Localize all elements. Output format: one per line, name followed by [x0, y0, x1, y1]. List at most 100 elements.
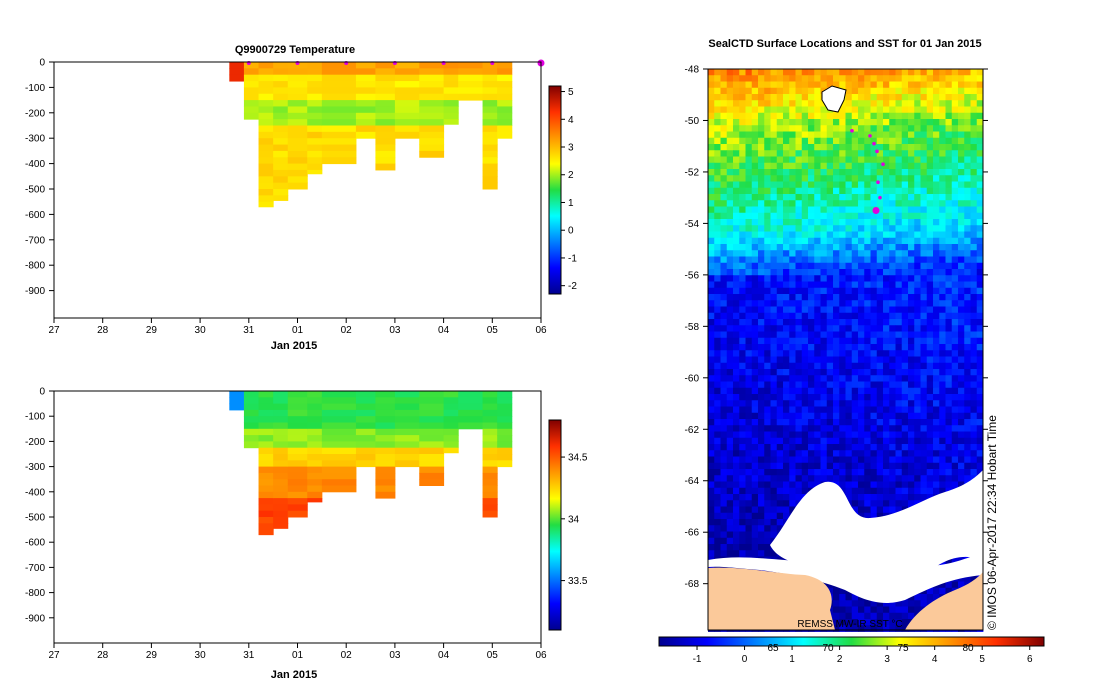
sst-cell: [751, 269, 759, 276]
sst-cell: [870, 619, 878, 626]
sst-cell: [876, 462, 884, 470]
temperature-cell: [258, 163, 274, 171]
sst-cell: [839, 112, 846, 120]
sst-cell: [864, 462, 871, 470]
sst-cell: [726, 281, 734, 289]
sst-cell: [745, 381, 753, 389]
temperature-cell: [287, 81, 308, 88]
sst-cell: [820, 169, 828, 176]
sst-cell: [783, 400, 790, 407]
sst-cell: [901, 256, 909, 264]
temperature-cell: [482, 106, 498, 114]
sst-cell: [958, 581, 965, 589]
sst-cell: [770, 125, 778, 132]
sst-cell: [826, 69, 834, 76]
sst-cell: [764, 244, 771, 251]
sst-cell: [770, 81, 778, 89]
sst-cell: [933, 69, 940, 76]
sst-cell: [808, 425, 815, 432]
sst-cell: [951, 81, 959, 89]
sst-cell: [876, 425, 884, 432]
temperature-cell: [394, 74, 420, 82]
sst-cell: [745, 200, 753, 207]
sst-cell: [739, 475, 746, 482]
salinity-cell: [482, 391, 498, 398]
sst-cell: [826, 337, 834, 345]
sst-cell: [876, 344, 884, 351]
sst-cell: [895, 206, 903, 214]
sst-cell: [739, 525, 746, 532]
temperature-cell: [307, 169, 323, 175]
sst-cell: [839, 125, 846, 132]
sst-cell: [901, 275, 909, 282]
sst-cell: [976, 469, 984, 476]
sst-cell: [726, 156, 734, 164]
sst-cell: [833, 431, 840, 439]
sst-cell: [826, 150, 834, 157]
sst-cell: [783, 162, 790, 170]
sst-cell: [908, 419, 915, 426]
temperature-cell: [307, 74, 323, 82]
sst-cell: [845, 87, 853, 95]
sst-cell: [826, 444, 834, 451]
sst-cell: [858, 250, 865, 257]
sst-cell: [958, 344, 965, 351]
sst-cell: [920, 444, 928, 451]
y-tick-label: -500: [25, 513, 45, 524]
sst-cell: [964, 306, 971, 314]
sst-cell: [939, 294, 946, 301]
sst-cell: [864, 294, 871, 301]
sst-cell: [951, 425, 959, 432]
sst-cell: [958, 137, 965, 145]
sst-cell: [739, 394, 746, 401]
sst-cell: [720, 200, 728, 207]
sst-cell: [739, 512, 746, 520]
sst-cell: [839, 450, 846, 457]
sst-cell: [908, 212, 915, 220]
sst-cell: [833, 394, 840, 401]
sst-cell: [876, 481, 884, 489]
sst-cell: [826, 437, 834, 445]
y-tick-label: -500: [25, 185, 45, 196]
sst-cell: [933, 394, 940, 401]
sst-cell: [889, 381, 896, 389]
sst-cell: [814, 356, 821, 364]
sst-cell: [845, 456, 853, 464]
x-tick-label: 31: [243, 325, 255, 336]
sst-cell: [964, 431, 971, 439]
sst-cell: [720, 106, 728, 114]
sst-cell: [901, 162, 909, 170]
sst-cell: [908, 250, 915, 257]
sst-cell: [758, 525, 765, 532]
sst-cell: [789, 394, 796, 401]
x-tick-label: 02: [341, 650, 353, 661]
sst-cell: [864, 481, 871, 489]
sst-cell: [964, 181, 971, 189]
salinity-cell: [307, 428, 323, 436]
sst-cell: [814, 169, 821, 176]
sst-cell: [714, 412, 721, 420]
sst-cell: [851, 444, 859, 451]
sst-cell: [770, 231, 778, 239]
sst-cell: [926, 450, 934, 457]
sst-cell: [851, 325, 859, 332]
temperature-cell: [273, 106, 289, 114]
sst-cell: [883, 425, 890, 432]
sst-cell: [733, 450, 740, 457]
sst-cell: [858, 69, 865, 76]
sst-cell: [895, 625, 903, 632]
sst-cell: [714, 431, 721, 439]
temperature-cell: [482, 112, 498, 120]
sst-cell: [945, 344, 953, 351]
sst-cell: [733, 431, 740, 439]
sst-cell: [933, 269, 940, 276]
sst-cell: [933, 256, 940, 264]
sst-cell: [939, 462, 946, 470]
temperature-cell: [458, 68, 484, 76]
sst-cell: [801, 206, 809, 214]
sst-cell: [901, 369, 909, 376]
sst-cell: [870, 131, 878, 139]
sst-cell: [845, 612, 853, 620]
temperature-cell: [419, 81, 445, 88]
salinity-cell: [273, 485, 289, 493]
